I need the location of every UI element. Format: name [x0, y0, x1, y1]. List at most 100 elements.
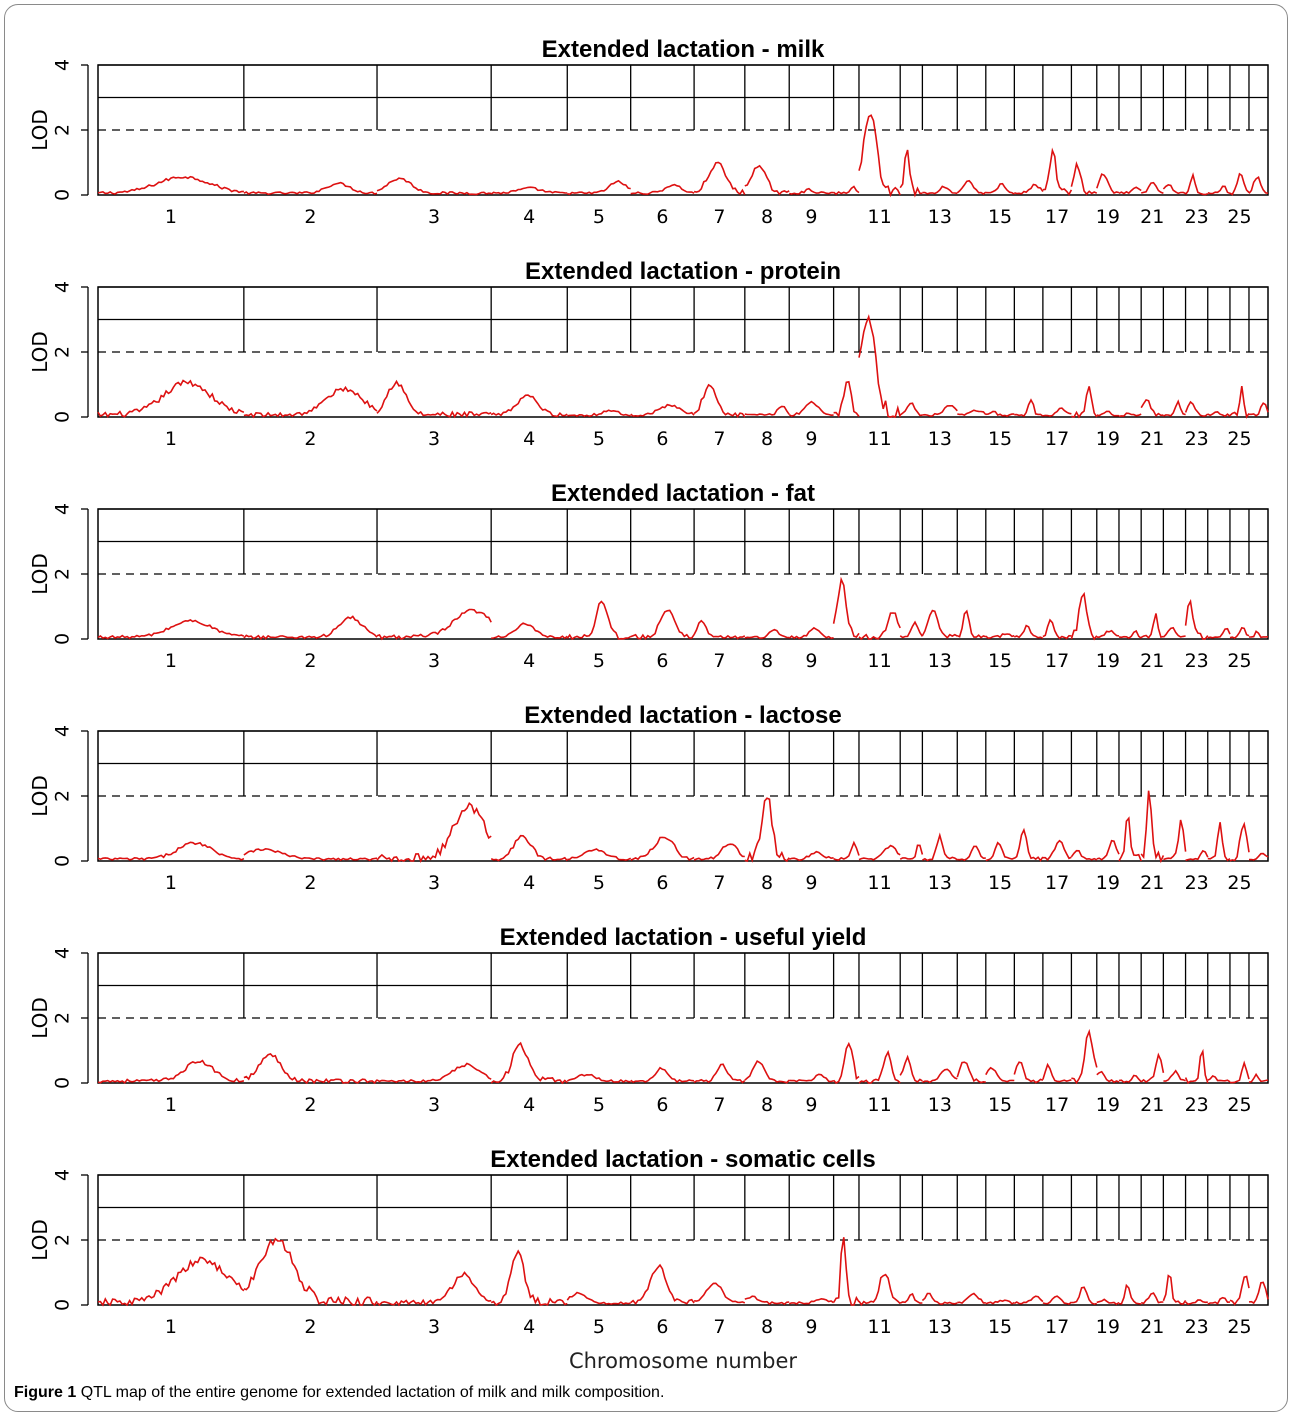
x-tick-label: 7 — [713, 428, 725, 450]
lod-curve-chr-7 — [693, 843, 745, 861]
lod-curve-chr-1 — [97, 1059, 245, 1084]
lod-curve-chr-19 — [1096, 173, 1120, 194]
x-tick-label: 17 — [1045, 428, 1069, 450]
lod-curve-chr-21 — [1140, 1052, 1165, 1084]
lod-curve-chr-17 — [1042, 147, 1073, 196]
lod-curve-chr-20 — [1118, 1283, 1142, 1305]
x-tick-label: 25 — [1227, 872, 1251, 894]
lod-curve-chr-9 — [789, 1073, 834, 1083]
y-axis-title: LOD — [28, 331, 52, 373]
lod-curve-chr-12 — [899, 149, 923, 198]
lod-curve-chr-3 — [376, 1271, 492, 1307]
lod-curve-chr-20 — [1118, 412, 1142, 418]
x-tick-label: 8 — [761, 650, 773, 672]
lod-curve-chr-12 — [899, 620, 924, 639]
lod-curve-chr-5 — [567, 409, 631, 418]
x-tick-label: 11 — [867, 650, 891, 672]
x-tick-label: 19 — [1096, 1316, 1120, 1338]
lod-curve-chr-9 — [789, 187, 834, 195]
lod-curve-chr-15 — [985, 410, 1015, 417]
x-tick-label: 2 — [304, 1316, 316, 1338]
x-tick-label: 6 — [656, 1094, 668, 1116]
lod-curve-chr-16 — [1013, 1061, 1044, 1084]
lod-curve-chr-16 — [1014, 398, 1044, 418]
lod-curve-chr-8 — [744, 1295, 790, 1306]
lod-curve-chr-14 — [956, 179, 987, 195]
x-tick-label: 23 — [1185, 872, 1209, 894]
x-tick-label: 8 — [761, 428, 773, 450]
lod-curve-chr-8 — [744, 164, 790, 196]
x-tick-label: 9 — [805, 428, 817, 450]
lod-curve-chr-4 — [490, 394, 568, 418]
x-tick-label: 1 — [165, 1316, 177, 1338]
lod-curve-chr-2 — [243, 181, 378, 196]
lod-curve-chr-18 — [1071, 1028, 1098, 1085]
lod-curve-chr-3 — [376, 379, 492, 419]
x-tick-label: 11 — [867, 1094, 891, 1116]
x-tick-label: 25 — [1227, 1316, 1251, 1338]
lod-curve-chr-24 — [1207, 185, 1231, 195]
lod-curve-chr-13 — [921, 1292, 958, 1305]
x-tick-label: 7 — [713, 1094, 725, 1116]
panel-title: Extended lactation - fat — [551, 480, 815, 507]
x-tick-label: 19 — [1096, 1094, 1120, 1116]
y-tick-label: 4 — [52, 59, 74, 71]
lod-curve-chr-10 — [833, 1041, 860, 1085]
x-tick-label: 4 — [523, 428, 535, 450]
lod-curve-chr-10 — [833, 840, 860, 861]
lod-curve-chr-8 — [744, 628, 790, 640]
lod-curve-chr-24 — [1207, 627, 1231, 639]
x-tick-label: 11 — [867, 428, 891, 450]
lod-curve-chr-5 — [567, 179, 631, 196]
lod-curve-chr-9 — [788, 1297, 835, 1305]
y-tick-label: 2 — [52, 790, 74, 802]
lod-curve-chr-11 — [858, 1273, 901, 1307]
lod-curve-chr-22 — [1163, 399, 1186, 417]
x-tick-label: 9 — [805, 650, 817, 672]
x-tick-label: 2 — [304, 1094, 316, 1116]
x-tick-label: 8 — [761, 206, 773, 228]
x-tick-label: 13 — [928, 1316, 952, 1338]
lod-curve-chr-25 — [1229, 1275, 1250, 1306]
x-tick-label: 2 — [304, 428, 316, 450]
x-tick-label: 25 — [1227, 206, 1251, 228]
panel-title: Extended lactation - milk — [542, 36, 825, 63]
lod-curve-chr-15 — [985, 841, 1015, 862]
lod-curve-chr-17 — [1042, 618, 1072, 640]
lod-curve-chr-6 — [630, 609, 695, 641]
lod-curve-chr-25 — [1229, 1060, 1250, 1084]
x-tick-label: 19 — [1096, 428, 1120, 450]
lod-curve-chr-26 — [1248, 1072, 1269, 1083]
caption-text: QTL map of the entire genome for extende… — [80, 1384, 665, 1401]
x-tick-label: 4 — [523, 1094, 535, 1116]
lod-curve-chr-3 — [376, 1062, 492, 1083]
y-tick-label: 0 — [52, 855, 74, 867]
lod-curve-chr-18 — [1071, 1286, 1098, 1306]
lod-curve-chr-24 — [1207, 1296, 1231, 1305]
x-tick-label: 23 — [1185, 428, 1209, 450]
x-tick-label: 21 — [1140, 872, 1164, 894]
lod-curve-chr-23 — [1185, 849, 1209, 862]
x-tick-label: 5 — [593, 428, 605, 450]
x-tick-label: 21 — [1140, 650, 1164, 672]
x-tick-label: 6 — [656, 1316, 668, 1338]
x-tick-label: 13 — [928, 428, 952, 450]
lod-curve-chr-2 — [243, 385, 378, 419]
lod-curve-chr-11 — [858, 114, 901, 198]
x-tick-label: 1 — [165, 206, 177, 228]
lod-curve-chr-11 — [858, 1049, 901, 1084]
lod-curve-chr-19 — [1096, 839, 1120, 861]
lod-curve-chr-22 — [1162, 1274, 1187, 1305]
lod-curve-chr-7 — [693, 1063, 746, 1084]
x-tick-label: 9 — [805, 1316, 817, 1338]
lod-curve-chr-22 — [1162, 184, 1186, 195]
x-tick-label: 23 — [1185, 206, 1209, 228]
x-tick-label: 5 — [593, 650, 605, 672]
lod-curve-chr-11 — [858, 314, 901, 419]
lod-curve-chr-12 — [899, 402, 923, 417]
lod-curve-chr-15 — [985, 1066, 1015, 1083]
lod-curve-chr-22 — [1163, 819, 1187, 861]
lod-curve-chr-3 — [376, 608, 492, 641]
